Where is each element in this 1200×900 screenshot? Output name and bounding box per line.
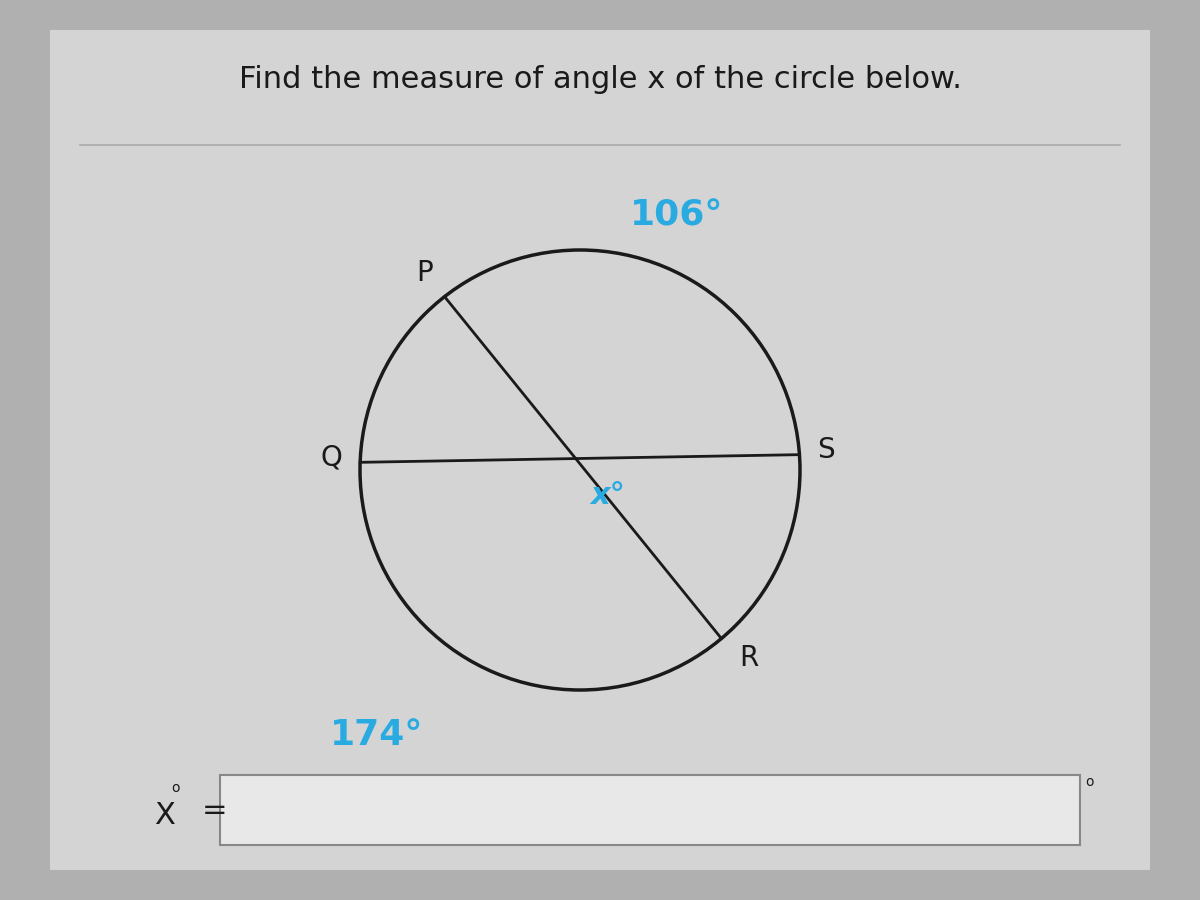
Text: Find the measure of angle x of the circle below.: Find the measure of angle x of the circl…: [239, 65, 961, 94]
Text: Q: Q: [320, 444, 342, 472]
Text: S: S: [817, 436, 835, 464]
Text: P: P: [416, 258, 432, 286]
Text: o: o: [170, 781, 179, 795]
Text: o: o: [1085, 775, 1093, 789]
Text: x°: x°: [590, 481, 625, 509]
Text: =: =: [202, 796, 228, 824]
Text: 106°: 106°: [630, 198, 724, 232]
FancyBboxPatch shape: [220, 775, 1080, 845]
Text: X: X: [155, 800, 175, 830]
Text: R: R: [739, 644, 758, 671]
FancyBboxPatch shape: [50, 30, 1150, 870]
Text: 174°: 174°: [330, 718, 424, 752]
